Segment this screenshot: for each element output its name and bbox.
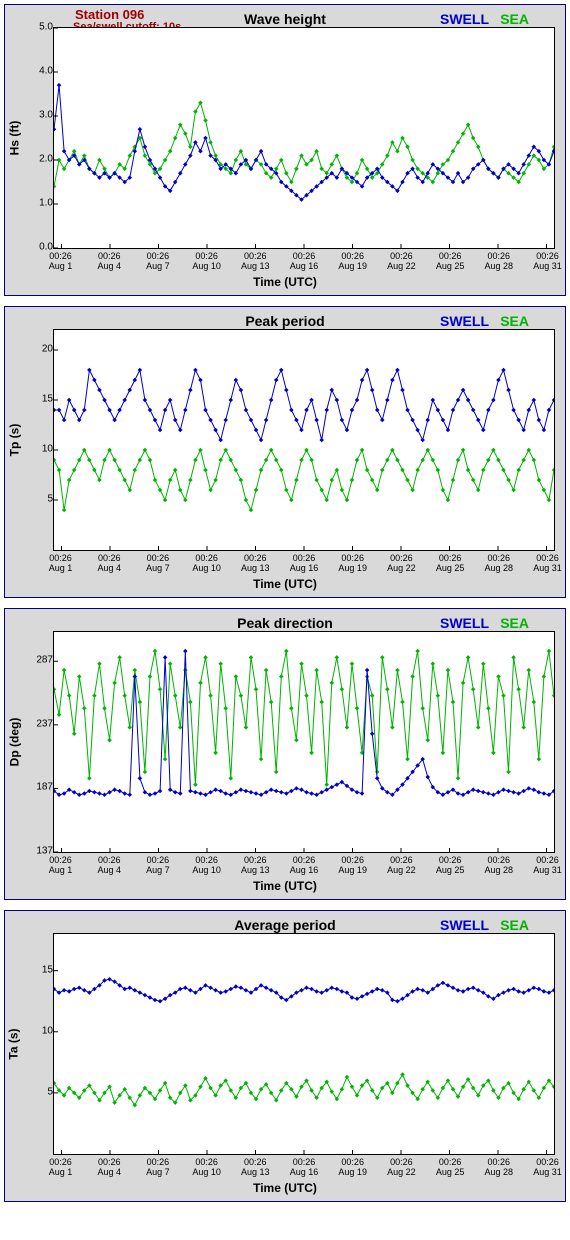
x-tick: 00:26Aug 10 [192,251,221,271]
chart-title: Peak direction [237,615,333,631]
x-tick: 00:26Aug 1 [49,1157,73,1177]
y-tick: 5 [23,1086,56,1097]
plot-area [53,631,555,853]
x-tick: 00:26Aug 22 [387,553,416,573]
y-tick: 1.0 [23,198,56,209]
x-tick: 00:26Aug 16 [290,553,319,573]
x-tick: 00:26Aug 1 [49,553,73,573]
x-tick: 00:26Aug 28 [485,553,514,573]
y-tick: 15 [23,964,56,975]
y-tick: 20 [23,344,56,355]
y-tick: 187 [23,782,56,793]
x-tick: 00:26Aug 1 [49,251,73,271]
x-tick: 00:26Aug 25 [436,553,465,573]
x-tick: 00:26Aug 13 [241,553,270,573]
x-tick: 00:26Aug 25 [436,1157,465,1177]
series-sea [54,649,554,787]
chart-panel-tp: Peak period SWELL SEA Tp (s) 5 10 15 20 00:26Aug… [4,306,566,598]
x-tick: 00:26Aug 7 [146,1157,170,1177]
x-tick: 00:26Aug 13 [241,855,270,875]
x-tick: 00:26Aug 1 [49,855,73,875]
plot-area [53,329,555,551]
legend-swell: SWELL [440,11,489,27]
chart-panel-ta: Average period SWELL SEA Ta (s) 5 10 15 00:26Au… [4,910,566,1202]
x-tick: 00:26Aug 25 [436,855,465,875]
plot-area [53,933,555,1155]
series-sea [54,448,554,513]
y-tick: 10 [23,444,56,455]
x-tick: 00:26Aug 19 [338,855,367,875]
legend-sea: SEA [500,917,529,933]
y-tick: 4.0 [23,66,56,77]
plot-area [53,27,555,249]
x-tick: 00:26Aug 16 [290,251,319,271]
chart-panel-hs: Station 096Sea/swell cutoff: 10sWave hei… [4,4,566,296]
x-tick: 00:26Aug 4 [97,1157,121,1177]
x-tick: 00:26Aug 4 [97,251,121,271]
y-tick: 5 [23,494,56,505]
x-tick: 00:26Aug 16 [290,855,319,875]
x-tick: 00:26Aug 22 [387,855,416,875]
x-tick: 00:26Aug 28 [485,251,514,271]
legend-sea: SEA [500,313,529,329]
x-tick: 00:26Aug 19 [338,251,367,271]
x-tick: 00:26Aug 13 [241,251,270,271]
x-tick: 00:26Aug 22 [387,1157,416,1177]
chart-panel-dp: Peak directionSWELLSEADp (deg)1371872372… [4,608,566,900]
y-tick: 237 [23,718,56,729]
x-tick: 00:26Aug 22 [387,251,416,271]
legend-sea: SEA [500,11,529,27]
legend-sea: SEA [500,615,529,631]
series-swell [54,977,554,1004]
chart-title: Average period [234,917,335,933]
y-axis-label: Hs (ft) [7,121,21,156]
chart-title: Wave height [244,11,326,27]
series-sea [54,1072,554,1107]
x-tick: 00:26Aug 7 [146,553,170,573]
station-label: Station 096 [75,7,144,22]
x-tick: 00:26Aug 7 [146,251,170,271]
x-tick: 00:26Aug 10 [192,1157,221,1177]
y-axis-label: Ta (s) [7,1028,21,1059]
x-tick: 00:26Aug 10 [192,855,221,875]
y-tick: 2.0 [23,154,56,165]
y-tick: 15 [23,394,56,405]
y-tick: 3.0 [23,110,56,121]
chart-title: Peak period [245,313,324,329]
legend-swell: SWELL [440,313,489,329]
x-tick: 00:26Aug 28 [485,1157,514,1177]
x-tick: 00:26Aug 13 [241,1157,270,1177]
x-tick: 00:26Aug 19 [338,553,367,573]
x-tick: 00:26Aug 31 [533,251,562,271]
x-tick: 00:26Aug 7 [146,855,170,875]
x-tick: 00:26Aug 25 [436,251,465,271]
x-tick: 00:26Aug 28 [485,855,514,875]
x-tick: 00:26Aug 4 [97,855,121,875]
y-axis-label: Tp (s) [7,424,21,457]
x-tick: 00:26Aug 31 [533,855,562,875]
x-tick: 00:26Aug 4 [97,553,121,573]
series-swell [54,83,554,202]
y-tick: 10 [23,1025,56,1036]
x-tick: 00:26Aug 31 [533,553,562,573]
x-tick: 00:26Aug 16 [290,1157,319,1177]
x-tick: 00:26Aug 10 [192,553,221,573]
x-tick: 00:26Aug 19 [338,1157,367,1177]
x-tick: 00:26Aug 31 [533,1157,562,1177]
series-swell [54,368,554,443]
y-tick: 5.0 [23,22,56,33]
legend-swell: SWELL [440,917,489,933]
y-tick: 287 [23,655,56,666]
legend-swell: SWELL [440,615,489,631]
y-axis-label: Dp (deg) [7,718,21,767]
series-sea [54,101,554,189]
